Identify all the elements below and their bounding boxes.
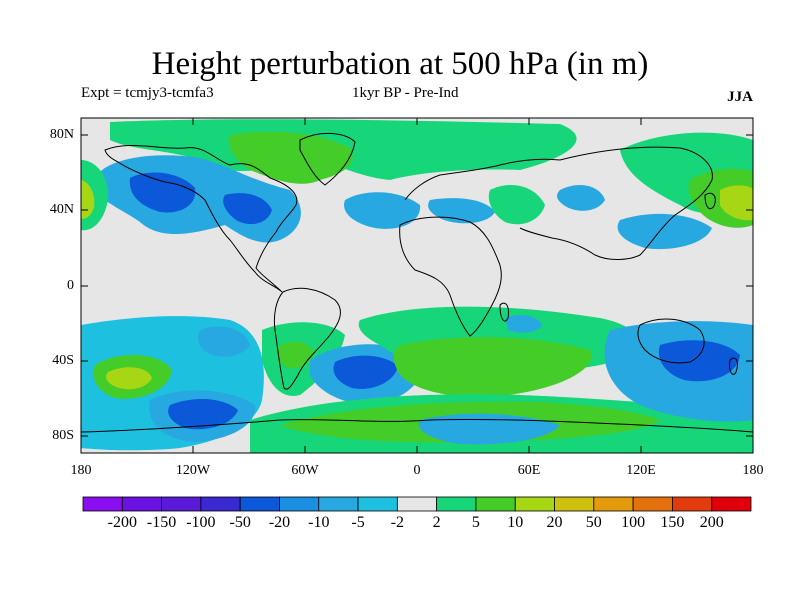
experiment-label: Expt = tcmjy3-tcmfa3 — [81, 85, 214, 101]
colorbar-label: 20 — [546, 514, 563, 531]
colorbar-label: -20 — [268, 514, 291, 531]
anomaly-negative-region — [333, 355, 398, 389]
colorbar — [82, 496, 752, 512]
anomaly-positive-region — [720, 185, 753, 221]
new-zealand-coast — [729, 357, 738, 375]
greenland-coast — [299, 133, 356, 186]
lon-label: 60E — [517, 463, 541, 478]
colorbar-label: -10 — [308, 514, 330, 531]
colorbar-label: -50 — [229, 514, 251, 531]
lon-label: 120E — [626, 463, 656, 478]
anomaly-positive-region — [393, 337, 592, 397]
anomaly-positive-region — [228, 131, 353, 184]
colorbar-swatch — [475, 496, 516, 512]
colorbar-label: -5 — [351, 514, 365, 531]
colorbar-swatch — [554, 496, 595, 512]
coastlines — [81, 133, 753, 433]
anomaly-positive-region — [488, 185, 545, 225]
colorbar-label: -2 — [390, 514, 405, 531]
lon-label: 120W — [175, 463, 211, 478]
colorbar-swatch — [593, 496, 634, 512]
lat-label: 80N — [49, 127, 74, 142]
south-america-coast — [273, 287, 341, 390]
anomaly-positive-region — [106, 367, 152, 390]
anomaly-negative-region — [168, 398, 238, 430]
period-label: 1kyr BP - Pre-Ind — [352, 85, 459, 101]
colorbar-swatch — [396, 496, 438, 512]
australia-coast — [637, 318, 705, 364]
lat-label: 40S — [52, 353, 74, 368]
colorbar-label: 100 — [621, 514, 646, 531]
lat-label: 40N — [49, 202, 74, 217]
anomaly-negative-region — [418, 413, 560, 445]
anomaly-negative-region — [658, 340, 740, 382]
colorbar-swatch — [436, 496, 477, 512]
colorbar-swatch — [357, 496, 398, 512]
anomaly-negative-region — [617, 213, 712, 250]
anomaly-negative-region — [344, 192, 421, 229]
anomaly-negative-region — [557, 185, 605, 211]
colorbar-swatch — [200, 496, 241, 512]
antarctica-coast — [81, 418, 753, 433]
anomaly-positive-region — [81, 180, 95, 219]
colorbar-label: 10 — [507, 514, 524, 531]
colorbar-swatch — [279, 496, 320, 512]
anomaly-positive-region — [277, 341, 314, 369]
colorbar-label: -200 — [107, 514, 137, 531]
axis-ticks — [81, 118, 753, 453]
colorbar-label: -100 — [186, 514, 216, 531]
anomaly-negative-region — [129, 172, 196, 213]
map-title: Height perturbation at 500 hPa (in m) — [151, 46, 649, 82]
lat-label: 0 — [67, 278, 74, 293]
lon-label: 60W — [291, 463, 319, 478]
colorbar-label: 150 — [660, 514, 685, 531]
lon-label: 0 — [413, 463, 421, 478]
anomaly-negative-region — [505, 315, 542, 333]
lat-label: 80S — [52, 428, 74, 443]
colorbar-swatch — [514, 496, 555, 512]
colorbar-swatch — [161, 496, 202, 512]
madagascar-coast — [499, 302, 509, 322]
colorbar-swatch — [121, 496, 162, 512]
season-label: JJA — [727, 89, 753, 105]
colorbar-swatch — [672, 496, 713, 512]
colorbar-swatch — [239, 496, 280, 512]
colorbar-label: 50 — [585, 514, 602, 531]
japan-coast — [704, 192, 716, 210]
north-america-coast — [104, 145, 298, 293]
europe-coast — [404, 158, 561, 201]
colorbar-swatch — [82, 496, 123, 512]
asia-coast — [519, 146, 713, 260]
colorbar-label: 2 — [432, 514, 441, 531]
anomaly-negative-region — [198, 326, 250, 357]
colorbar-swatch — [318, 496, 359, 512]
colorbar-label: -150 — [146, 514, 177, 531]
colorbar-label: 5 — [471, 514, 480, 531]
lon-label: 180 — [742, 463, 764, 478]
colorbar-label: 200 — [699, 514, 724, 531]
colorbar-swatch — [632, 496, 673, 512]
anomaly-negative-region — [223, 193, 272, 225]
map-panel — [81, 118, 753, 453]
africa-coast — [399, 216, 502, 337]
colorbar-swatch — [711, 496, 752, 512]
lon-label: 180 — [70, 463, 92, 478]
